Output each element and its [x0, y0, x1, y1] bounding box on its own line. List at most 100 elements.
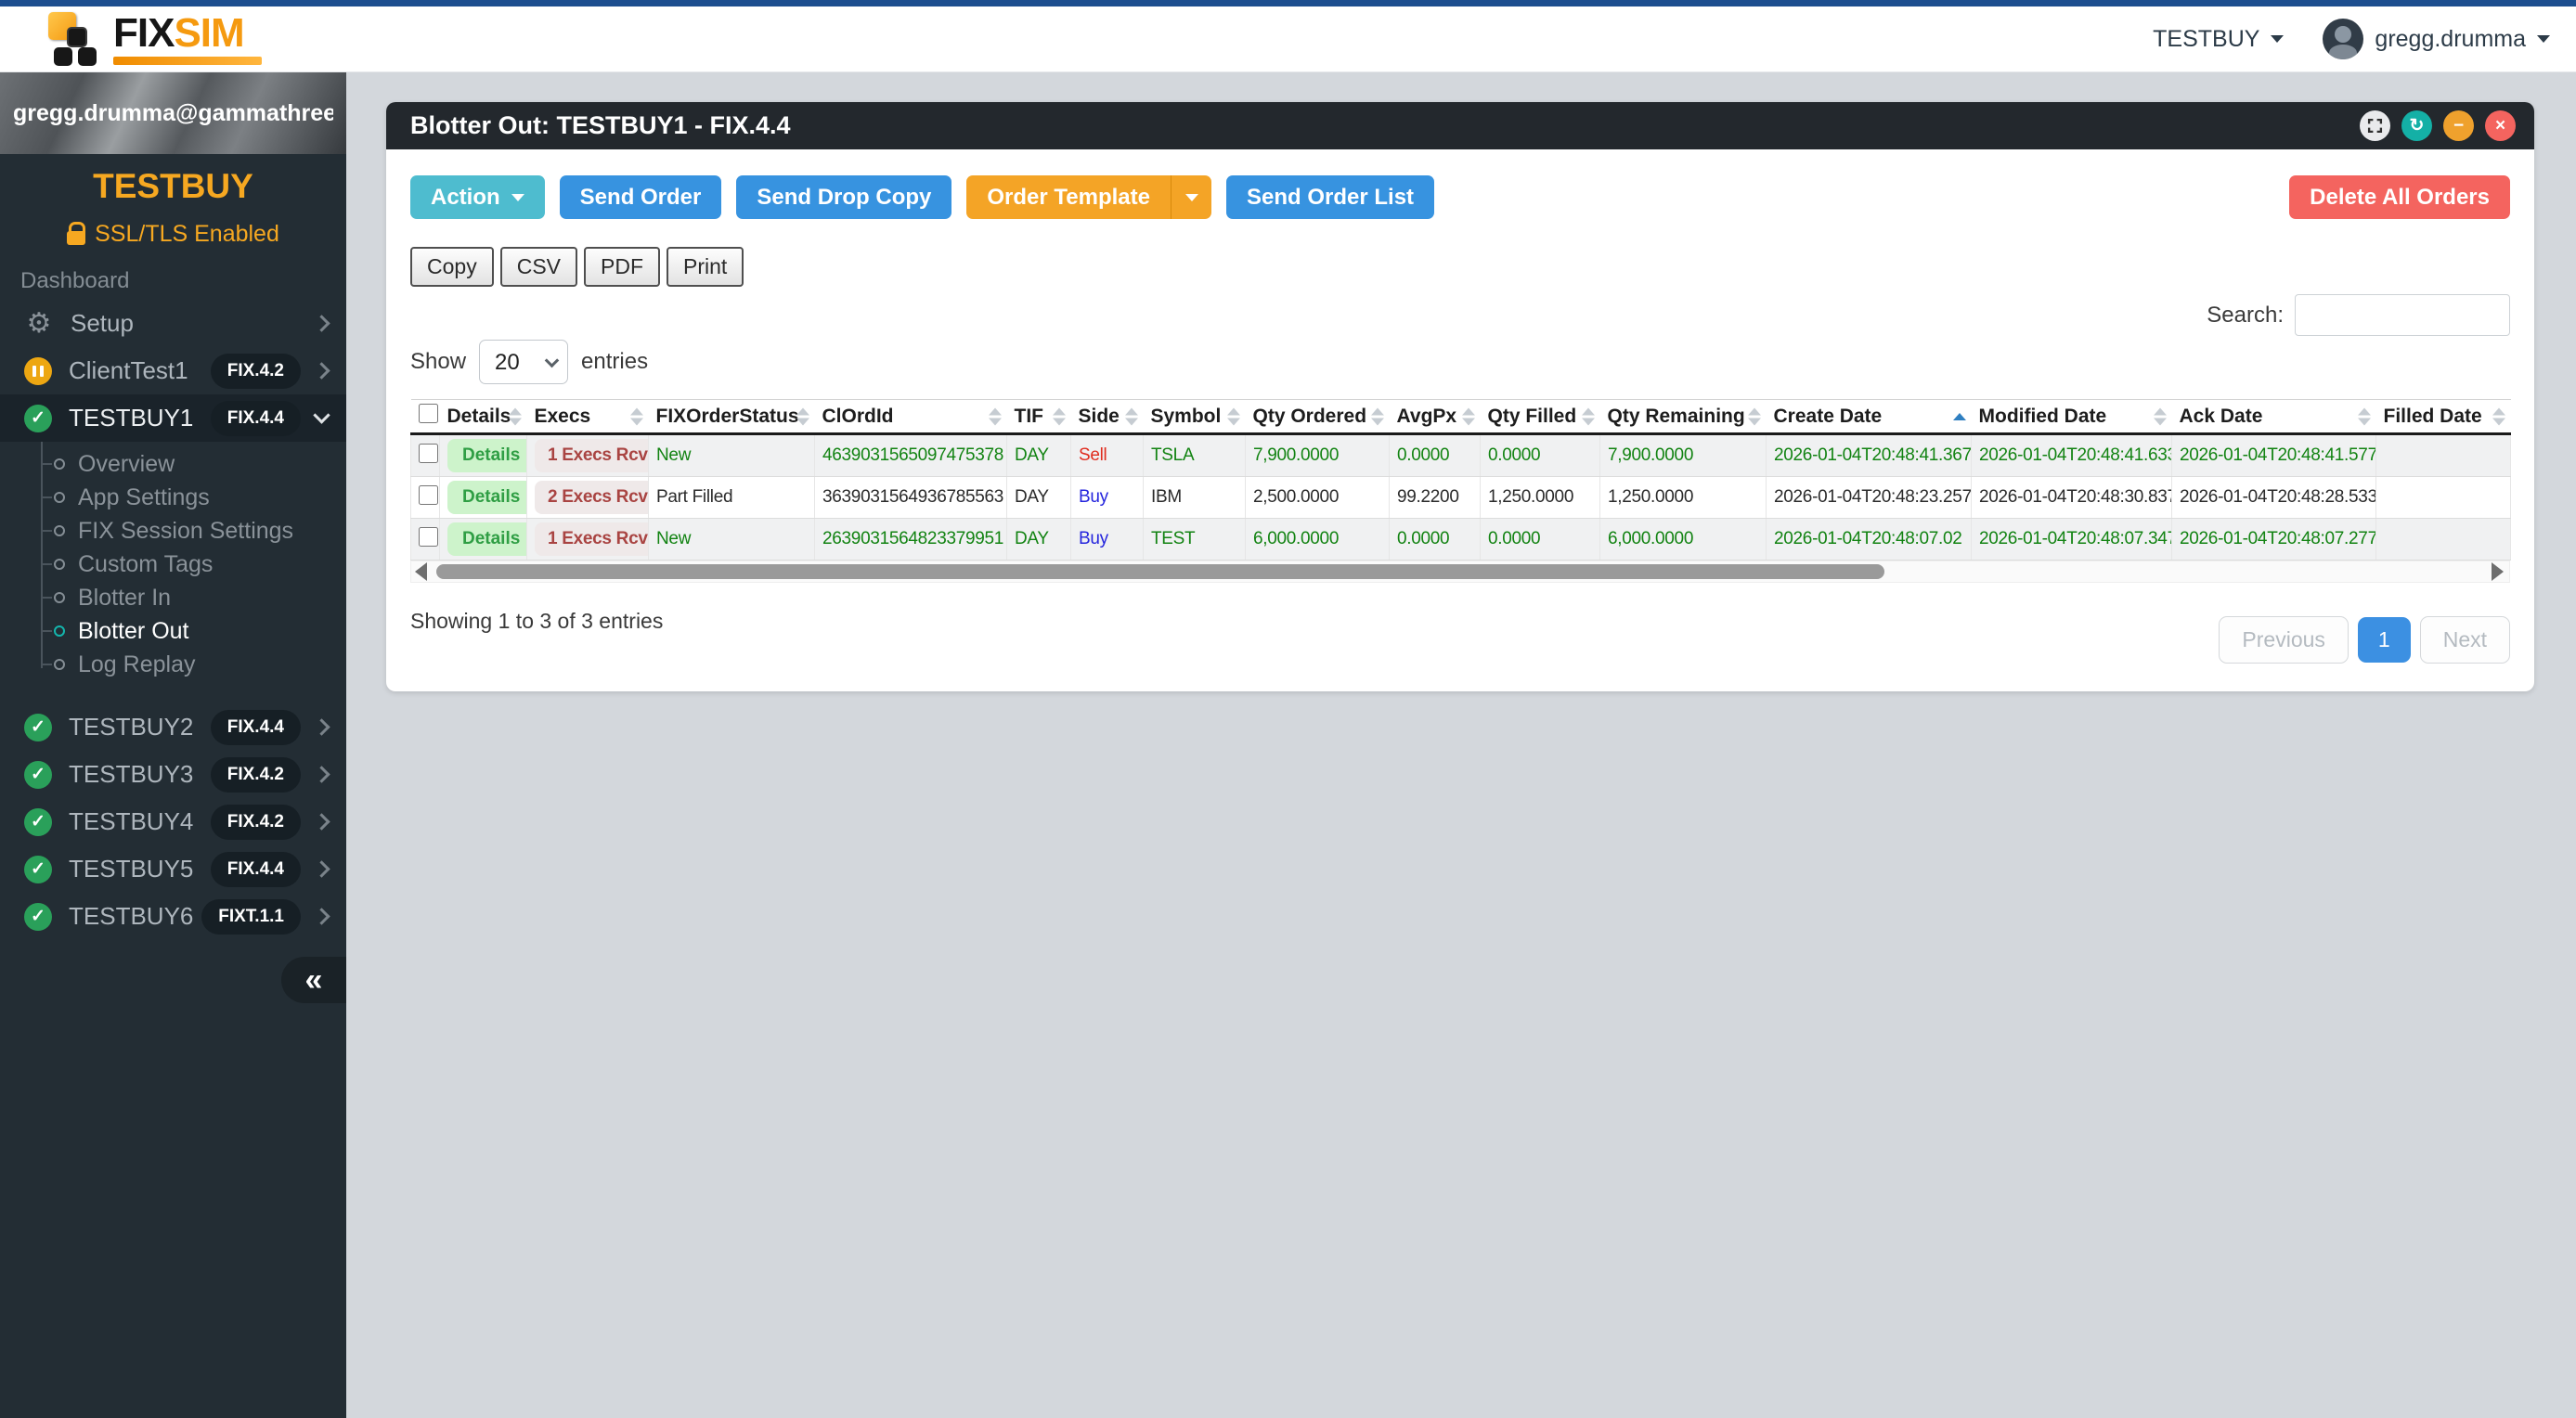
chevron-right-icon: [313, 813, 330, 831]
sidebar: gregg.drumma@gammathreetradi TESTBUY SSL…: [0, 72, 346, 1418]
cell-create-date: 2026-01-04T20:48:07.02: [1766, 518, 1972, 561]
sidebar-item-testbuy1[interactable]: ✓ TESTBUY1 FIX.4.4: [0, 394, 346, 442]
horizontal-scrollbar[interactable]: [410, 561, 2510, 583]
sidebar-section-dashboard: Dashboard: [20, 268, 130, 293]
send-order-list-button[interactable]: Send Order List: [1226, 175, 1435, 219]
submenu-item-app-settings[interactable]: App Settings: [0, 481, 346, 514]
order-template-caret[interactable]: [1171, 175, 1211, 219]
cell-create-date: 2026-01-04T20:48:41.367: [1766, 433, 1972, 477]
session-dropdown-label: TESTBUY: [2153, 25, 2260, 52]
minimize-button[interactable]: −: [2443, 110, 2474, 141]
cell-symbol: IBM: [1143, 476, 1246, 519]
delete-all-orders-button[interactable]: Delete All Orders: [2289, 175, 2510, 219]
column-header-side[interactable]: Side: [1070, 399, 1144, 435]
next-page-button[interactable]: Next: [2419, 616, 2510, 664]
column-header-create-date[interactable]: Create Date: [1766, 399, 1972, 435]
user-dropdown[interactable]: gregg.drumma: [2323, 19, 2550, 59]
scroll-right-arrow-icon[interactable]: [2492, 562, 2504, 581]
column-header-qty-remaining[interactable]: Qty Remaining: [1599, 399, 1767, 435]
order-template-button[interactable]: Order Template: [966, 175, 1171, 219]
fix-version-badge: FIX.4.2: [210, 756, 301, 793]
column-header-tif[interactable]: TIF: [1006, 399, 1071, 435]
chevron-down-icon: [2271, 35, 2285, 43]
sort-icon: [1052, 407, 1066, 425]
submenu-item-blotter-out[interactable]: Blotter Out: [0, 614, 346, 648]
sidebar-item-testbuy3[interactable]: ✓ TESTBUY3 FIX.4.2: [0, 751, 346, 798]
cell-select: [410, 518, 440, 561]
cell-fixorderstatus: Part Filled: [648, 476, 815, 519]
print-button[interactable]: Print: [667, 247, 744, 287]
scroll-left-arrow-icon[interactable]: [415, 562, 427, 581]
fix-version-badge: FIX.4.2: [210, 353, 301, 389]
cell-clordid: 2639031564823379951: [814, 518, 1007, 561]
close-button[interactable]: ×: [2485, 110, 2516, 141]
table-row: Details 1 Execs Rcvd New 263903156482337…: [410, 518, 2511, 561]
sidebar-item-testbuy4[interactable]: ✓ TESTBUY4 FIX.4.2: [0, 798, 346, 845]
sidebar-item-testbuy6[interactable]: ✓ TESTBUY6 FIXT.1.1: [0, 893, 346, 940]
details-button[interactable]: Details: [447, 522, 526, 556]
column-header-qty-ordered[interactable]: Qty Ordered: [1245, 399, 1390, 435]
execs-badge[interactable]: 1 Execs Rcvd: [535, 522, 648, 556]
fix-version-badge: FIX.4.4: [210, 851, 301, 887]
column-header-execs[interactable]: Execs: [526, 399, 649, 435]
search-input[interactable]: [2295, 294, 2510, 336]
column-header-ack-date[interactable]: Ack Date: [2171, 399, 2376, 435]
connected-status-icon: ✓: [24, 404, 52, 432]
sidebar-item-setup[interactable]: ⚙ Setup: [0, 300, 346, 347]
cell-filled-date: [2375, 433, 2511, 477]
cell-details: Details: [439, 476, 527, 519]
column-header-clordid[interactable]: ClOrdId: [814, 399, 1007, 435]
search-label: Search:: [2207, 302, 2284, 328]
order-template-split-button[interactable]: Order Template: [966, 175, 1211, 219]
cell-avgpx: 99.2200: [1389, 476, 1481, 519]
fix-version-badge: FIX.4.4: [210, 709, 301, 745]
column-header-fixorderstatus[interactable]: FIXOrderStatus: [648, 399, 815, 435]
cell-qty-filled: 0.0000: [1480, 518, 1600, 561]
column-header-avgpx[interactable]: AvgPx: [1389, 399, 1481, 435]
pdf-button[interactable]: PDF: [584, 247, 660, 287]
submenu-item-log-replay[interactable]: Log Replay: [0, 648, 346, 681]
cell-filled-date: [2375, 518, 2511, 561]
cell-execs: 2 Execs Rcvd: [526, 476, 649, 519]
details-button[interactable]: Details: [447, 439, 526, 472]
submenu-item-fix-session-settings[interactable]: FIX Session Settings: [0, 514, 346, 548]
session-dropdown[interactable]: TESTBUY: [2153, 25, 2285, 53]
execs-badge[interactable]: 2 Execs Rcvd: [535, 481, 648, 514]
column-header-modified-date[interactable]: Modified Date: [1971, 399, 2172, 435]
send-order-button[interactable]: Send Order: [559, 175, 722, 219]
refresh-button[interactable]: ↻: [2401, 110, 2432, 141]
submenu-item-overview[interactable]: Overview: [0, 447, 346, 481]
column-header-details[interactable]: Details: [439, 399, 527, 435]
sidebar-item-testbuy2[interactable]: ✓ TESTBUY2 FIX.4.4: [0, 703, 346, 751]
cell-qty-filled: 1,250.0000: [1480, 476, 1600, 519]
column-header-symbol[interactable]: Symbol: [1143, 399, 1246, 435]
sidebar-item-clienttest1[interactable]: ClientTest1 FIX.4.2: [0, 347, 346, 394]
brand-underline: [113, 57, 262, 65]
copy-button[interactable]: Copy: [410, 247, 494, 287]
sidebar-item-testbuy5[interactable]: ✓ TESTBUY5 FIX.4.4: [0, 845, 346, 893]
sort-icon: [988, 407, 1002, 425]
column-header-qty-filled[interactable]: Qty Filled: [1480, 399, 1600, 435]
expand-button[interactable]: [2360, 110, 2390, 141]
action-button[interactable]: Action: [410, 175, 545, 219]
execs-badge[interactable]: 1 Execs Rcvd: [535, 439, 648, 472]
scrollbar-thumb[interactable]: [436, 564, 1884, 579]
csv-button[interactable]: CSV: [499, 247, 577, 287]
send-drop-copy-button[interactable]: Send Drop Copy: [736, 175, 952, 219]
row-checkbox[interactable]: [419, 484, 438, 505]
previous-page-button[interactable]: Previous: [2219, 616, 2349, 664]
page-length-select[interactable]: 20: [479, 340, 569, 384]
details-button[interactable]: Details: [447, 481, 526, 514]
cell-execs: 1 Execs Rcvd: [526, 518, 649, 561]
page-1-button[interactable]: 1: [2357, 617, 2411, 663]
row-checkbox[interactable]: [419, 443, 438, 463]
select-all-checkbox[interactable]: [418, 404, 438, 423]
column-header-filled-date[interactable]: Filled Date: [2375, 399, 2511, 435]
submenu-item-custom-tags[interactable]: Custom Tags: [0, 548, 346, 581]
cell-qty-remaining: 1,250.0000: [1599, 476, 1767, 519]
bullet-icon: [54, 659, 65, 670]
row-checkbox[interactable]: [419, 526, 438, 547]
chevron-right-icon: [313, 718, 330, 736]
submenu-item-blotter-in[interactable]: Blotter In: [0, 581, 346, 614]
sidebar-collapse-button[interactable]: «: [281, 957, 346, 1003]
